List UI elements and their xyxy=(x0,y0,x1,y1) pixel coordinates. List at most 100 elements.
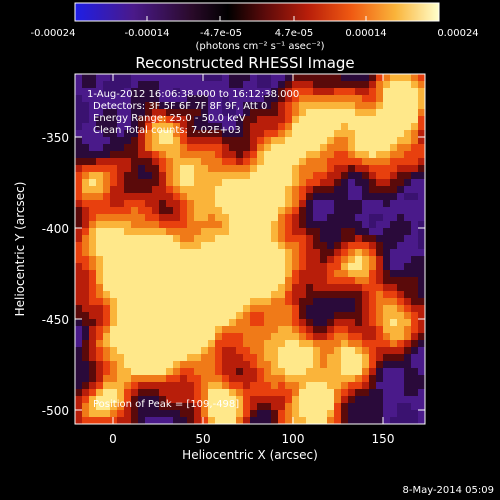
image-pixel xyxy=(152,312,160,320)
image-pixel xyxy=(292,221,300,229)
image-pixel xyxy=(222,347,230,355)
image-pixel xyxy=(418,109,425,117)
image-pixel xyxy=(320,235,328,243)
image-pixel xyxy=(103,305,111,313)
image-pixel xyxy=(411,361,419,369)
image-pixel xyxy=(117,172,125,180)
image-pixel xyxy=(89,123,97,131)
image-pixel xyxy=(82,347,90,355)
image-pixel xyxy=(187,193,195,201)
image-pixel xyxy=(390,172,398,180)
image-pixel xyxy=(215,270,223,278)
image-pixel xyxy=(271,144,279,152)
image-pixel xyxy=(369,256,377,264)
image-pixel xyxy=(243,144,251,152)
image-pixel xyxy=(397,242,405,250)
image-pixel xyxy=(292,312,300,320)
image-pixel xyxy=(257,151,265,159)
image-pixel xyxy=(257,361,265,369)
image-pixel xyxy=(334,333,342,341)
image-pixel xyxy=(313,221,321,229)
image-pixel xyxy=(194,277,202,285)
image-pixel xyxy=(180,200,188,208)
image-pixel xyxy=(250,403,258,411)
image-pixel xyxy=(299,368,307,376)
image-pixel xyxy=(334,109,342,117)
image-pixel xyxy=(131,102,139,110)
image-pixel xyxy=(166,263,174,271)
image-pixel xyxy=(138,95,146,103)
image-pixel xyxy=(145,74,153,82)
image-pixel xyxy=(292,214,300,222)
image-pixel xyxy=(264,361,272,369)
image-pixel xyxy=(124,151,132,159)
image-pixel xyxy=(124,298,132,306)
image-pixel xyxy=(215,361,223,369)
image-pixel xyxy=(201,193,209,201)
image-pixel xyxy=(152,116,160,124)
image-pixel xyxy=(320,123,328,131)
image-pixel xyxy=(166,74,174,82)
image-pixel xyxy=(250,74,258,82)
image-pixel xyxy=(187,228,195,236)
image-pixel xyxy=(243,333,251,341)
image-pixel xyxy=(327,256,335,264)
image-pixel xyxy=(390,158,398,166)
image-pixel xyxy=(159,81,167,89)
image-pixel xyxy=(285,277,293,285)
image-pixel xyxy=(208,193,216,201)
image-pixel xyxy=(397,214,405,222)
image-pixel xyxy=(215,102,223,110)
image-pixel xyxy=(390,389,398,397)
image-pixel xyxy=(173,340,181,348)
image-pixel xyxy=(117,305,125,313)
image-pixel xyxy=(348,88,356,96)
image-pixel xyxy=(236,256,244,264)
image-pixel xyxy=(369,74,377,82)
image-pixel xyxy=(411,277,419,285)
image-pixel xyxy=(404,277,412,285)
image-pixel xyxy=(355,326,363,334)
image-pixel xyxy=(173,382,181,390)
image-pixel xyxy=(243,319,251,327)
image-pixel xyxy=(292,403,300,411)
image-pixel xyxy=(397,410,405,418)
image-pixel xyxy=(173,368,181,376)
image-pixel xyxy=(173,214,181,222)
image-pixel xyxy=(390,207,398,215)
image-pixel xyxy=(278,291,286,299)
image-pixel xyxy=(117,375,125,383)
image-pixel xyxy=(166,102,174,110)
image-pixel xyxy=(89,228,97,236)
image-pixel xyxy=(138,326,146,334)
image-pixel xyxy=(124,186,132,194)
image-pixel xyxy=(250,249,258,257)
image-pixel xyxy=(166,270,174,278)
image-pixel xyxy=(376,249,384,257)
image-pixel xyxy=(159,340,167,348)
image-pixel xyxy=(355,333,363,341)
image-pixel xyxy=(152,151,160,159)
image-pixel xyxy=(124,417,132,424)
image-pixel xyxy=(404,354,412,362)
image-pixel xyxy=(145,375,153,383)
image-pixel xyxy=(348,319,356,327)
image-pixel xyxy=(271,312,279,320)
image-pixel xyxy=(278,249,286,257)
image-pixel xyxy=(278,200,286,208)
image-pixel xyxy=(397,151,405,159)
image-pixel xyxy=(117,74,125,82)
image-pixel xyxy=(215,179,223,187)
image-pixel xyxy=(229,158,237,166)
image-pixel xyxy=(131,151,139,159)
image-pixel xyxy=(180,375,188,383)
image-pixel xyxy=(383,298,391,306)
image-pixel xyxy=(152,326,160,334)
image-pixel xyxy=(278,319,286,327)
colorbar-units-label: (photons cm⁻² s⁻¹ asec⁻²) xyxy=(195,41,324,52)
image-pixel xyxy=(320,319,328,327)
image-pixel xyxy=(411,102,419,110)
image-pixel xyxy=(208,270,216,278)
image-pixel xyxy=(75,88,83,96)
image-pixel xyxy=(236,165,244,173)
